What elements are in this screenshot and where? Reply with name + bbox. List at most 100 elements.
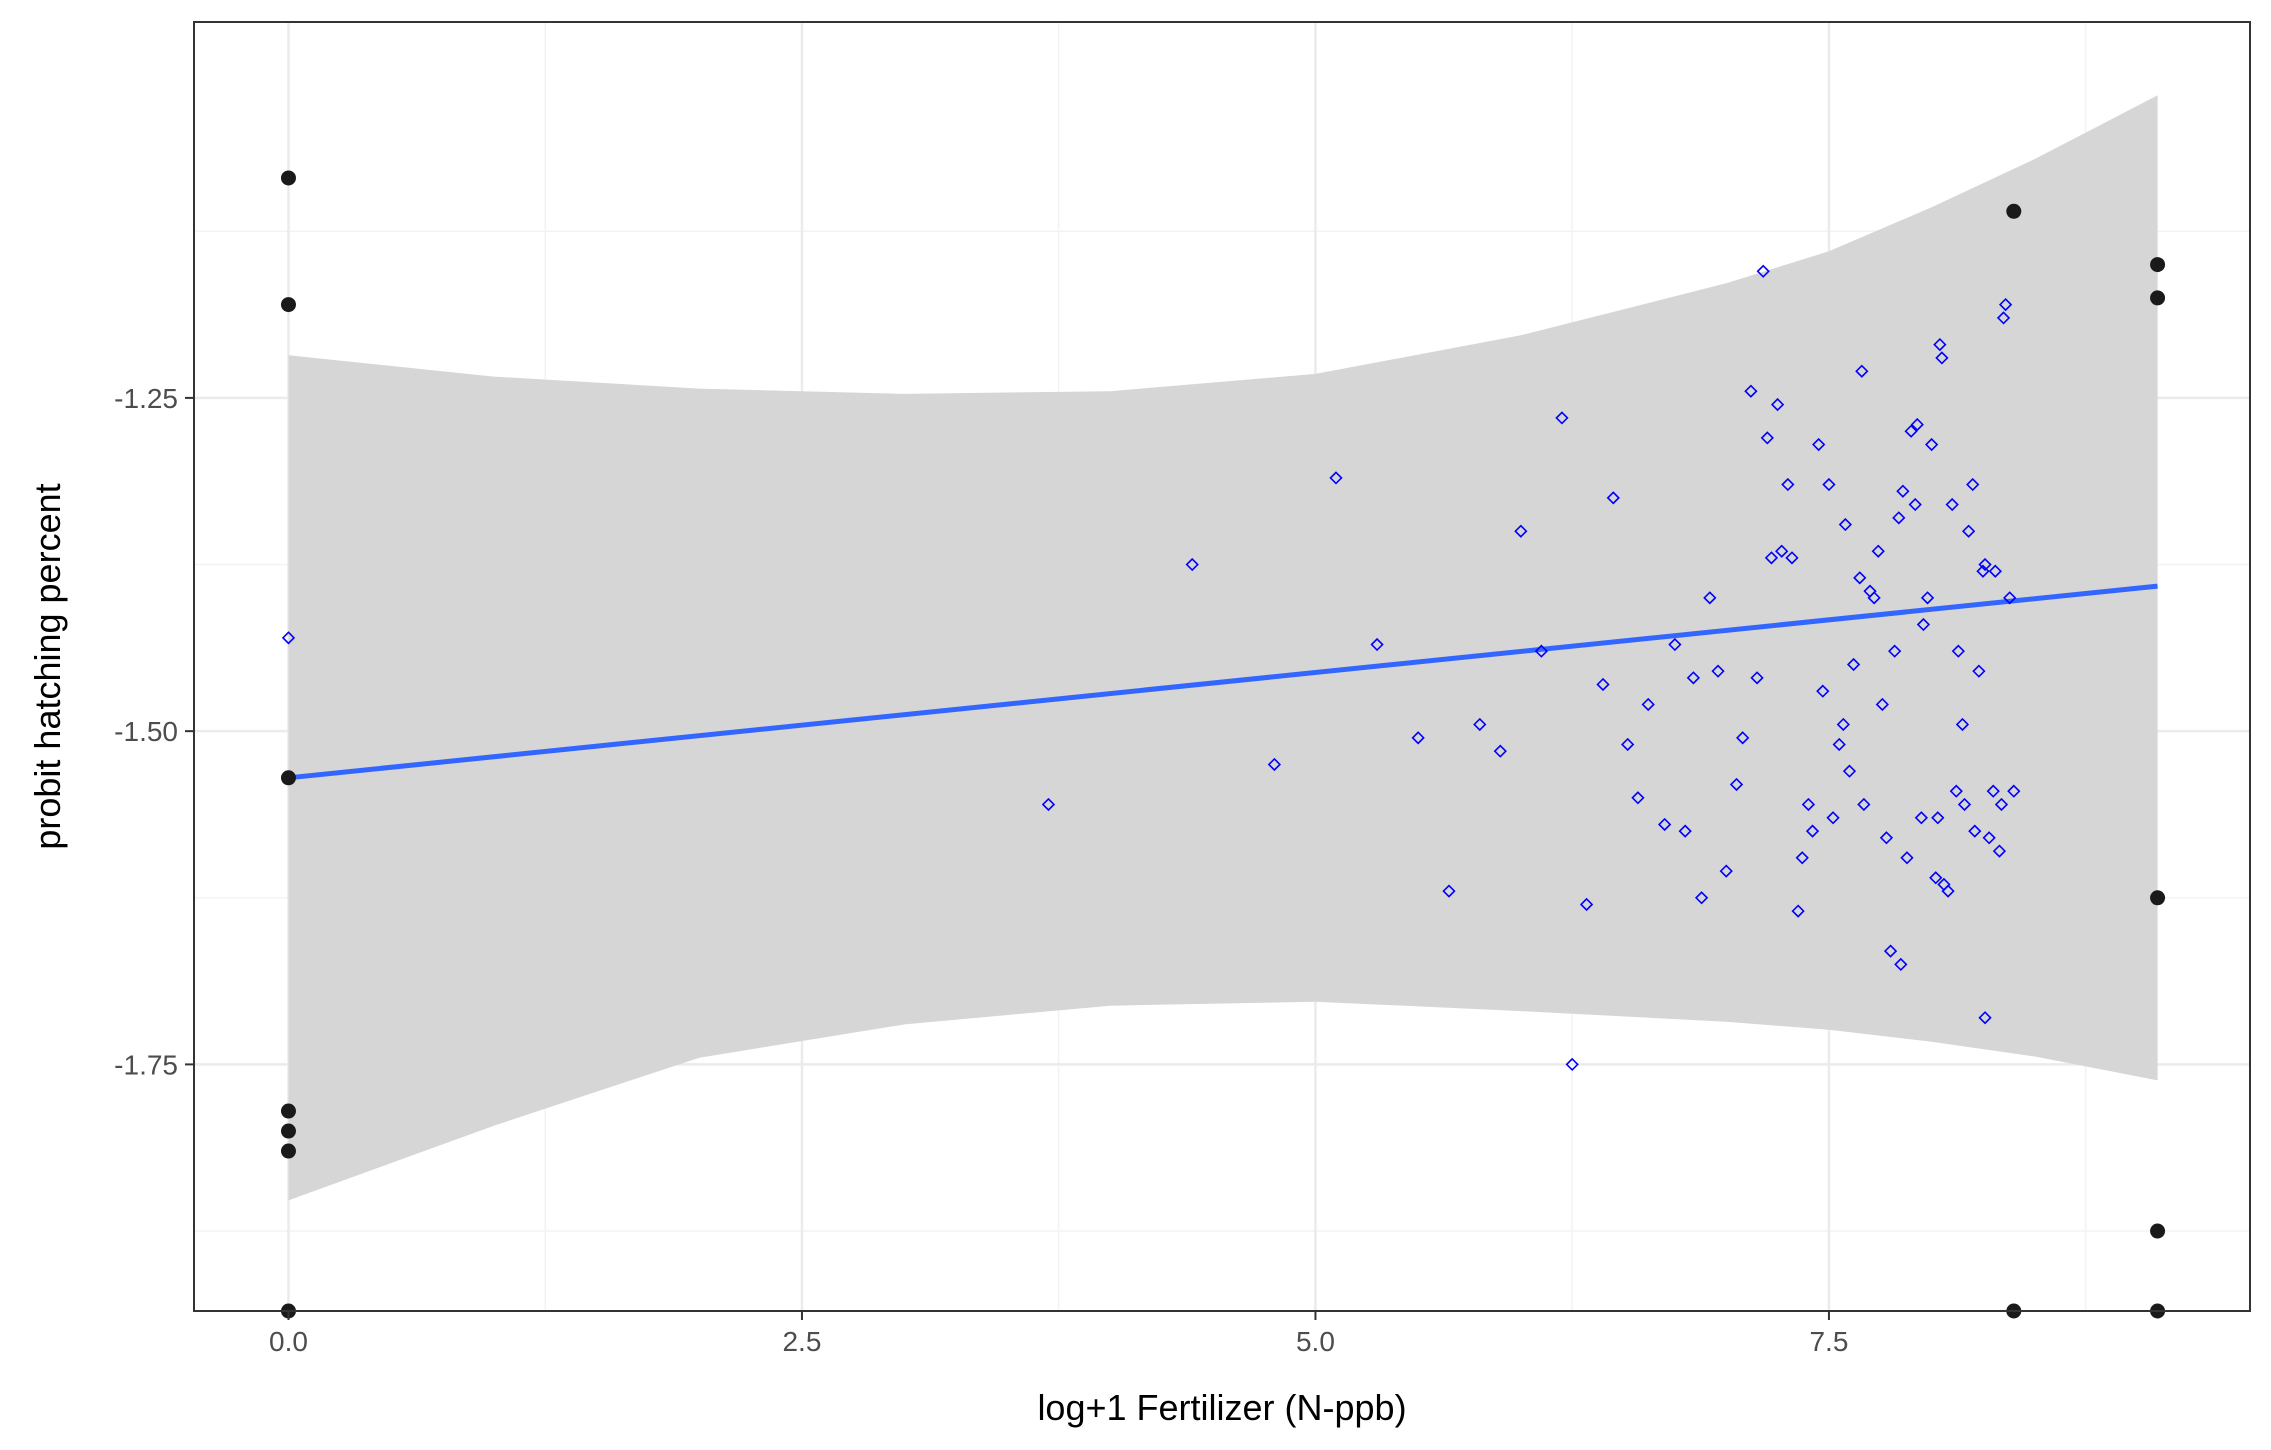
confidence-band xyxy=(288,95,2158,1201)
diamond-point xyxy=(1920,591,1935,605)
diamond-point xyxy=(1812,437,1826,452)
diamond-point xyxy=(1951,644,1965,658)
diamond-point xyxy=(2003,591,2017,605)
diamond-point xyxy=(1329,471,1343,485)
diamond-point xyxy=(1760,431,1774,445)
diamond-point xyxy=(1370,637,1384,652)
circle-point xyxy=(2150,1223,2166,1239)
diamond-point xyxy=(1888,644,1902,658)
diamond-point xyxy=(1668,637,1682,652)
diamond-point xyxy=(1883,944,1898,958)
diamond-point xyxy=(1982,831,1996,845)
circle-point xyxy=(2150,290,2166,306)
diamond-point xyxy=(1493,744,1507,758)
diamond-point xyxy=(1838,517,1853,532)
diamond-point xyxy=(1686,671,1701,685)
diamond-point xyxy=(1894,957,1908,972)
diamond-point xyxy=(281,631,296,645)
diamond-point xyxy=(1694,891,1709,905)
diamond-point xyxy=(1791,904,1805,918)
diamond-point xyxy=(1750,671,1764,685)
diamond-point xyxy=(1931,811,1945,825)
diamond-point xyxy=(1711,664,1725,678)
diamond-point xyxy=(1736,731,1750,745)
diamond-point xyxy=(1935,351,1949,365)
diamond-point xyxy=(1606,491,1620,505)
diamond-point xyxy=(1996,311,2011,325)
y-tick-label: -1.25 xyxy=(114,383,178,414)
diamond-point xyxy=(1857,797,1871,812)
x-axis: 0.0 2.5 5.0 7.5 xyxy=(269,1311,1848,1357)
diamond-point xyxy=(1992,844,2007,858)
diamond-point xyxy=(1678,824,1692,838)
diamond-point xyxy=(1775,544,1789,558)
x-tick-label: 5.0 xyxy=(1296,1326,1335,1357)
diamond-point xyxy=(1836,717,1850,732)
diamond-point xyxy=(1719,864,1733,878)
diamond-point xyxy=(1986,784,2000,798)
circle-point xyxy=(280,770,296,786)
diamond-point xyxy=(1846,657,1861,672)
diamond-point xyxy=(1555,411,1569,425)
y-axis: -1.75 -1.50 -1.25 xyxy=(114,383,194,1080)
diamond-point xyxy=(1185,557,1199,572)
diamond-point xyxy=(1805,824,1820,838)
diamond-point xyxy=(1756,264,1770,278)
diamond-point xyxy=(1795,851,1809,865)
diamond-point xyxy=(1579,897,1594,912)
diamond-point xyxy=(1744,384,1758,398)
diamond-point xyxy=(1729,777,1744,792)
diamond-point xyxy=(1826,811,1840,825)
circle-point xyxy=(280,1143,296,1159)
y-tick-label: -1.50 xyxy=(114,716,178,747)
diamond-point xyxy=(1941,884,1955,898)
diamond-point xyxy=(1473,717,1487,732)
diamond-point xyxy=(1785,551,1799,565)
diamond-point xyxy=(1978,1011,1992,1025)
circle-point xyxy=(2150,890,2166,906)
x-tick-label: 2.5 xyxy=(782,1326,821,1357)
circle-point xyxy=(2150,257,2166,273)
diamond-point xyxy=(1816,684,1830,698)
diamond-point xyxy=(1442,884,1456,898)
diamond-points xyxy=(281,264,2021,1072)
diamond-point xyxy=(1867,591,1881,605)
diamond-point xyxy=(1966,477,1980,492)
diamond-point xyxy=(1910,417,1924,432)
diamond-point xyxy=(1933,337,1947,352)
diamond-point xyxy=(1631,791,1645,805)
diamond-point xyxy=(1657,817,1672,832)
diamond-point xyxy=(1998,297,2013,312)
diamond-point xyxy=(1801,797,1816,812)
diamond-point xyxy=(1770,397,1785,412)
diamond-point xyxy=(1871,544,1885,558)
diamond-point xyxy=(1565,1057,1579,1072)
panel-frame xyxy=(193,21,2251,1312)
diamond-point xyxy=(1904,424,1918,438)
diamond-point xyxy=(1875,697,1889,712)
diamond-point xyxy=(1879,831,1894,845)
x-axis-title: log+1 Fertilizer (N-ppb) xyxy=(1037,1387,1406,1428)
diamond-point xyxy=(1896,484,1910,498)
diamond-point xyxy=(2007,784,2021,798)
circle-point xyxy=(280,297,296,313)
diamond-point xyxy=(1855,364,1869,378)
diamond-point xyxy=(1411,731,1425,745)
diamond-point xyxy=(1041,797,1056,812)
diamond-point xyxy=(1596,677,1610,692)
diamond-point xyxy=(1914,811,1929,825)
diamond-point xyxy=(1968,824,1982,838)
y-tick-label: -1.75 xyxy=(114,1049,178,1080)
confidence-ribbon xyxy=(288,95,2158,1201)
diamond-point xyxy=(1957,797,1972,812)
diamond-point xyxy=(1994,797,2009,812)
diamond-point xyxy=(1781,477,1795,492)
diamond-point xyxy=(1929,871,1943,885)
diamond-point xyxy=(1534,644,1549,658)
diamond-point xyxy=(1900,851,1914,865)
diamond-point xyxy=(1892,511,1906,525)
circle-point xyxy=(280,1103,296,1119)
diamond-point xyxy=(1978,557,1992,572)
panel-border xyxy=(193,21,2251,1312)
diamond-point xyxy=(1703,591,1717,605)
